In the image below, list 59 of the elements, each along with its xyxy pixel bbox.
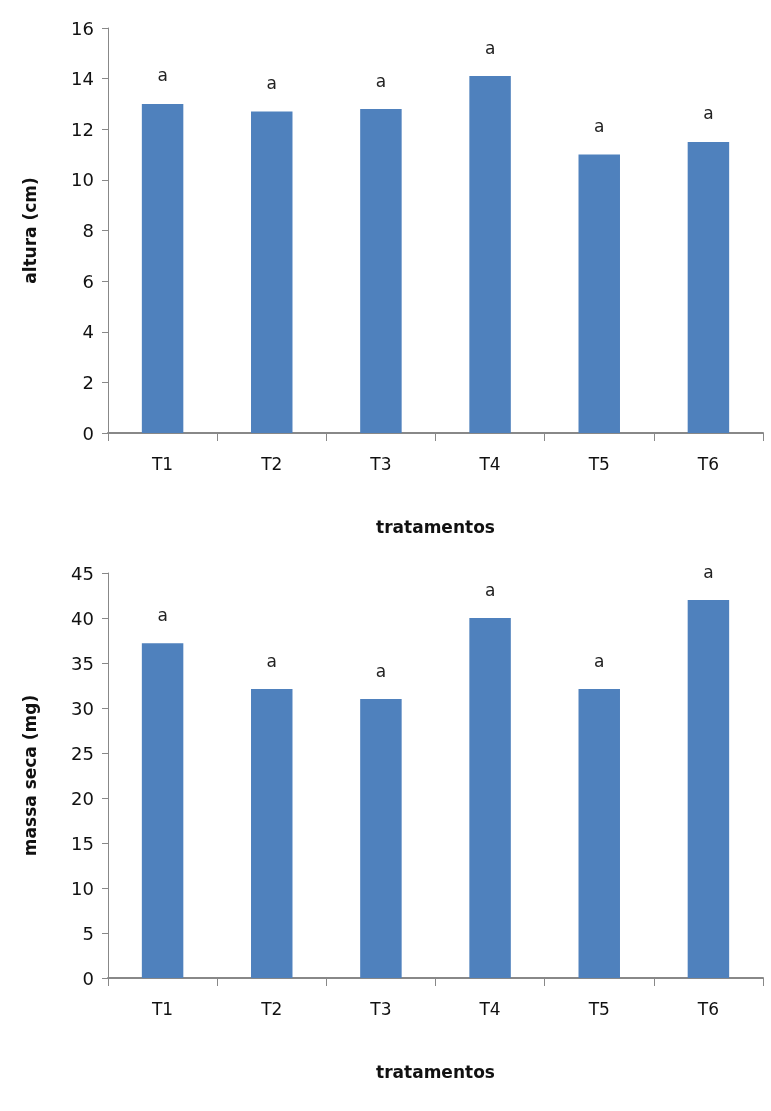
data-label: a — [484, 37, 496, 58]
bar — [687, 600, 730, 978]
y-tick-label: 4 — [82, 321, 94, 343]
bar — [578, 689, 620, 978]
bar — [141, 103, 184, 433]
y-tick-label: 30 — [71, 697, 94, 719]
x-tick-label: T6 — [696, 453, 720, 474]
y-tick-label: 6 — [82, 270, 94, 292]
x-tick-label: T1 — [150, 998, 174, 1019]
x-tick-label: T4 — [478, 998, 501, 1019]
y-tick-label: 0 — [82, 422, 94, 444]
x-tick-label: T1 — [150, 453, 174, 474]
data-label: a — [484, 579, 496, 600]
x-tick-label: T3 — [369, 998, 392, 1019]
y-tick-label: 2 — [82, 371, 94, 393]
data-label: a — [157, 604, 168, 625]
x-tick-label: T4 — [478, 453, 501, 474]
bar — [141, 643, 184, 978]
data-label: a — [375, 660, 387, 681]
x-axis-title: tratamentos — [376, 1061, 495, 1082]
y-tick-label: 8 — [82, 220, 94, 241]
data-label: a — [375, 70, 387, 91]
data-label: a — [703, 103, 714, 124]
y-axis-title: massa seca (mg) — [19, 694, 40, 857]
y-tick-label: 20 — [71, 787, 94, 809]
x-tick-label: T5 — [587, 453, 610, 474]
y-tick-label: 25 — [71, 742, 94, 764]
bar — [251, 689, 293, 978]
y-axis-title: altura (cm) — [19, 177, 40, 284]
data-label: a — [594, 650, 605, 671]
data-label: a — [266, 650, 277, 671]
y-tick-label: 16 — [71, 17, 94, 39]
x-tick-label: T2 — [260, 453, 283, 474]
y-tick-label: 0 — [82, 967, 94, 989]
x-tick-label: T6 — [696, 998, 720, 1019]
y-tick-label: 35 — [71, 652, 94, 674]
x-axis-title: tratamentos — [376, 516, 495, 537]
data-label: a — [594, 116, 605, 137]
y-tick-label: 10 — [71, 169, 94, 191]
bar — [360, 699, 402, 978]
data-label: a — [266, 73, 277, 94]
y-tick-label: 45 — [71, 562, 94, 584]
x-tick-label: T3 — [369, 453, 392, 474]
bar — [687, 141, 730, 433]
bar — [578, 154, 620, 433]
bar — [469, 76, 511, 433]
data-label: a — [157, 65, 168, 86]
y-tick-label: 12 — [71, 118, 94, 140]
bar — [251, 111, 293, 433]
x-tick-label: T2 — [260, 998, 283, 1019]
y-tick-label: 5 — [82, 922, 94, 944]
data-label: a — [703, 561, 714, 582]
y-tick-label: 10 — [71, 877, 94, 899]
y-tick-label: 40 — [71, 607, 94, 629]
y-tick-label: 15 — [71, 832, 94, 854]
x-tick-label: T5 — [587, 998, 610, 1019]
y-tick-label: 14 — [71, 68, 94, 90]
bar — [469, 618, 511, 978]
bar — [360, 109, 402, 433]
